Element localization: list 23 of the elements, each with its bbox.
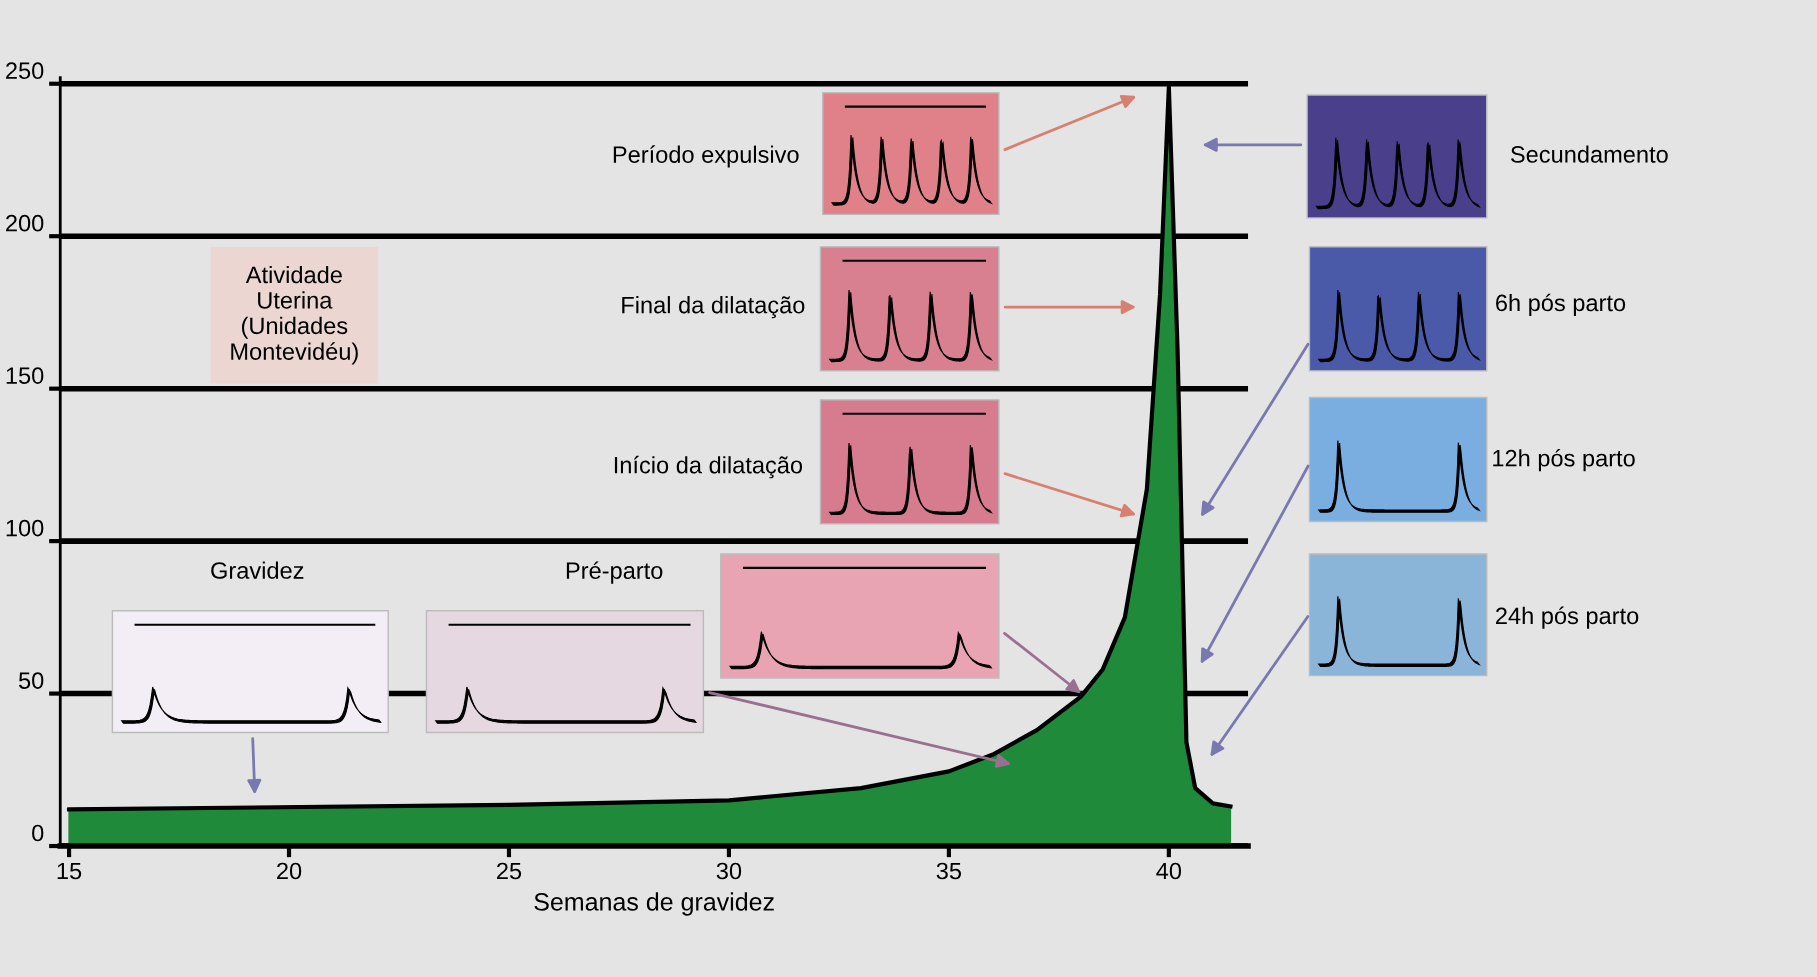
x-axis-title: Semanas de gravidez <box>534 892 774 916</box>
annotation: Período expulsivo <box>613 145 799 168</box>
y-tick-label: 50 <box>18 672 44 689</box>
text: 24h pós parto <box>1496 606 1639 629</box>
x-tick-label: 25 <box>497 862 522 880</box>
y-tick-label: 250 <box>6 62 44 80</box>
annotation: Pré-parto <box>566 561 663 584</box>
y-tick-label: 200 <box>6 214 44 232</box>
y-axis-title: Atividade Uterina (Unidades Montevidéu) <box>231 265 358 365</box>
text: Secundamento <box>1510 145 1668 163</box>
annotation: Gravidez <box>211 561 304 579</box>
annotation: Final da dilatação <box>622 296 805 319</box>
x-tick-label: 20 <box>277 862 302 880</box>
annotation: Início da dilatação <box>614 455 803 479</box>
x-tick-label: 30 <box>716 862 742 880</box>
y-tick-label: 150 <box>6 367 44 384</box>
text: 6h pós parto <box>1496 293 1626 316</box>
y-tick-label: 0 <box>32 824 44 842</box>
y-tick-label: 100 <box>6 519 44 537</box>
x-tick-label: 40 <box>1156 862 1182 880</box>
x-tick-label: 35 <box>936 862 962 880</box>
x-tick-label: 15 <box>57 862 82 880</box>
text: 12h pós parto <box>1493 448 1635 472</box>
